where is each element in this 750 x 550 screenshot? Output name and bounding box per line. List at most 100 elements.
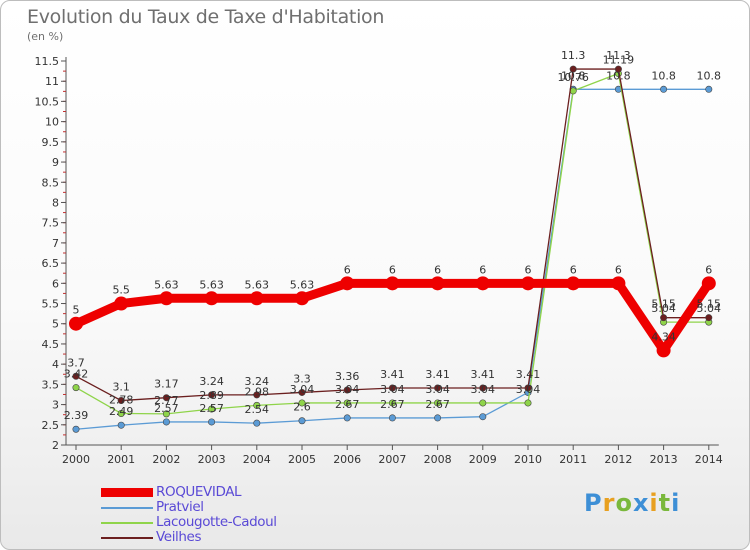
x-tick-label: 2008 — [424, 453, 452, 466]
y-tick-label: 5.5 — [42, 298, 60, 311]
y-tick-label: 5 — [52, 318, 59, 331]
data-label-lacougotte-cadoul: 2.78 — [109, 393, 134, 406]
data-point-pratviel — [208, 418, 216, 426]
data-label-veilhes: 11.3 — [606, 49, 631, 62]
legend-item-roquevidal: ROQUEVIDAL — [101, 485, 361, 500]
y-tick-label: 6.5 — [42, 257, 60, 270]
y-tick-label: 6 — [52, 277, 59, 290]
data-label-roquevidal: 5.5 — [112, 284, 130, 297]
data-label-roquevidal: 5.63 — [154, 278, 179, 291]
data-point-veilhes — [434, 384, 442, 392]
data-label-lacougotte-cadoul: 11.19 — [603, 54, 635, 67]
data-label-pratviel: 10.8 — [561, 69, 586, 82]
x-tick-label: 2013 — [650, 453, 678, 466]
data-point-veilhes — [208, 391, 216, 399]
data-label-pratviel: 10.8 — [697, 69, 722, 82]
data-point-lacougotte-cadoul — [479, 399, 487, 407]
data-point-lacougotte-cadoul — [434, 399, 442, 407]
data-label-veilhes: 3.1 — [112, 381, 130, 394]
data-label-lacougotte-cadoul: 5.04 — [697, 302, 722, 315]
legend-label-roquevidal: ROQUEVIDAL — [156, 484, 242, 500]
data-point-pratviel — [117, 421, 125, 429]
data-label-lacougotte-cadoul: 3.42 — [64, 368, 89, 381]
data-point-pratviel — [388, 414, 396, 422]
y-tick-label: 3 — [52, 399, 59, 412]
y-tick-label: 10 — [45, 116, 59, 129]
chart-legend: ROQUEVIDAL Pratviel Lacougotte-Cadoul Veilh… — [101, 485, 361, 545]
data-label-veilhes: 5.15 — [697, 298, 722, 311]
data-point-pratviel — [660, 85, 668, 93]
data-point-roquevidal — [475, 276, 490, 291]
data-point-lacougotte-cadoul — [298, 399, 306, 407]
data-label-pratviel: 2.6 — [293, 401, 311, 414]
data-label-pratviel: 2.67 — [425, 398, 450, 411]
data-label-roquevidal: 6 — [344, 263, 351, 276]
x-tick-label: 2001 — [107, 453, 135, 466]
data-point-pratviel — [434, 414, 442, 422]
legend-swatch-pratviel — [101, 506, 153, 509]
y-tick-label: 9.5 — [42, 136, 60, 149]
data-point-veilhes — [705, 314, 713, 322]
legend-swatch-lacougotte-cadoul — [101, 521, 153, 524]
x-tick-label: 2012 — [604, 453, 632, 466]
logo-letter: r — [602, 489, 616, 517]
data-point-veilhes — [388, 384, 396, 392]
y-tick-label: 7 — [52, 237, 59, 250]
data-point-veilhes — [162, 394, 170, 402]
x-tick-label: 2003 — [198, 453, 226, 466]
x-tick-label: 2004 — [243, 453, 271, 466]
data-label-pratviel: 2.54 — [245, 403, 270, 416]
data-point-roquevidal — [340, 276, 355, 291]
y-tick-label: 7.5 — [42, 217, 60, 230]
data-label-veilhes: 3.41 — [380, 368, 405, 381]
data-point-pratviel — [162, 418, 170, 426]
data-label-roquevidal: 5.63 — [199, 278, 224, 291]
data-label-lacougotte-cadoul: 2.89 — [199, 389, 224, 402]
data-point-roquevidal — [204, 291, 219, 306]
data-label-pratviel: 10.8 — [606, 69, 631, 82]
data-label-pratviel: 10.8 — [651, 69, 676, 82]
data-label-lacougotte-cadoul: 2.98 — [245, 385, 270, 398]
data-label-lacougotte-cadoul: 3.04 — [290, 383, 315, 396]
data-point-roquevidal — [656, 343, 671, 358]
legend-item-lacougotte-cadoul: Lacougotte-Cadoul — [101, 515, 361, 530]
data-label-veilhes: 3.24 — [199, 375, 224, 388]
data-label-veilhes: 3.41 — [471, 368, 496, 381]
y-tick-label: 3.5 — [42, 378, 60, 391]
data-label-roquevidal: 4.34 — [651, 330, 676, 343]
data-point-lacougotte-cadoul — [208, 405, 216, 413]
data-point-veilhes — [253, 391, 261, 399]
data-label-roquevidal: 5.63 — [245, 278, 270, 291]
x-tick-label: 2000 — [62, 453, 90, 466]
data-label-lacougotte-cadoul: 3.04 — [471, 383, 496, 396]
data-point-veilhes — [569, 65, 577, 73]
x-tick-label: 2014 — [695, 453, 723, 466]
data-label-veilhes: 5.15 — [651, 298, 676, 311]
x-tick-label: 2007 — [378, 453, 406, 466]
data-label-veilhes: 11.3 — [561, 49, 586, 62]
data-label-veilhes: 3.41 — [516, 368, 541, 381]
x-tick-label: 2002 — [152, 453, 180, 466]
data-label-roquevidal: 6 — [525, 263, 532, 276]
y-tick-label: 8 — [52, 196, 59, 209]
data-point-roquevidal — [114, 296, 129, 311]
data-point-pratviel — [479, 413, 487, 421]
data-point-lacougotte-cadoul — [162, 410, 170, 418]
data-label-lacougotte-cadoul: 3.04 — [425, 383, 450, 396]
legend-label-lacougotte-cadoul: Lacougotte-Cadoul — [156, 514, 277, 530]
data-label-veilhes: 3.3 — [293, 372, 311, 385]
logo-letter: i — [649, 489, 659, 517]
legend-item-pratviel: Pratviel — [101, 500, 361, 515]
data-label-pratviel: 2.57 — [199, 402, 224, 415]
data-label-pratviel: 2.57 — [154, 402, 179, 415]
y-tick-label: 2 — [52, 439, 59, 452]
legend-swatch-roquevidal — [101, 488, 153, 497]
x-tick-label: 2006 — [333, 453, 361, 466]
data-point-veilhes — [343, 386, 351, 394]
y-tick-label: 4.5 — [42, 338, 60, 351]
data-label-lacougotte-cadoul: 10.76 — [557, 71, 589, 84]
data-label-roquevidal: 6 — [705, 263, 712, 276]
x-tick-label: 2010 — [514, 453, 542, 466]
y-tick-label: 2.5 — [42, 419, 60, 432]
